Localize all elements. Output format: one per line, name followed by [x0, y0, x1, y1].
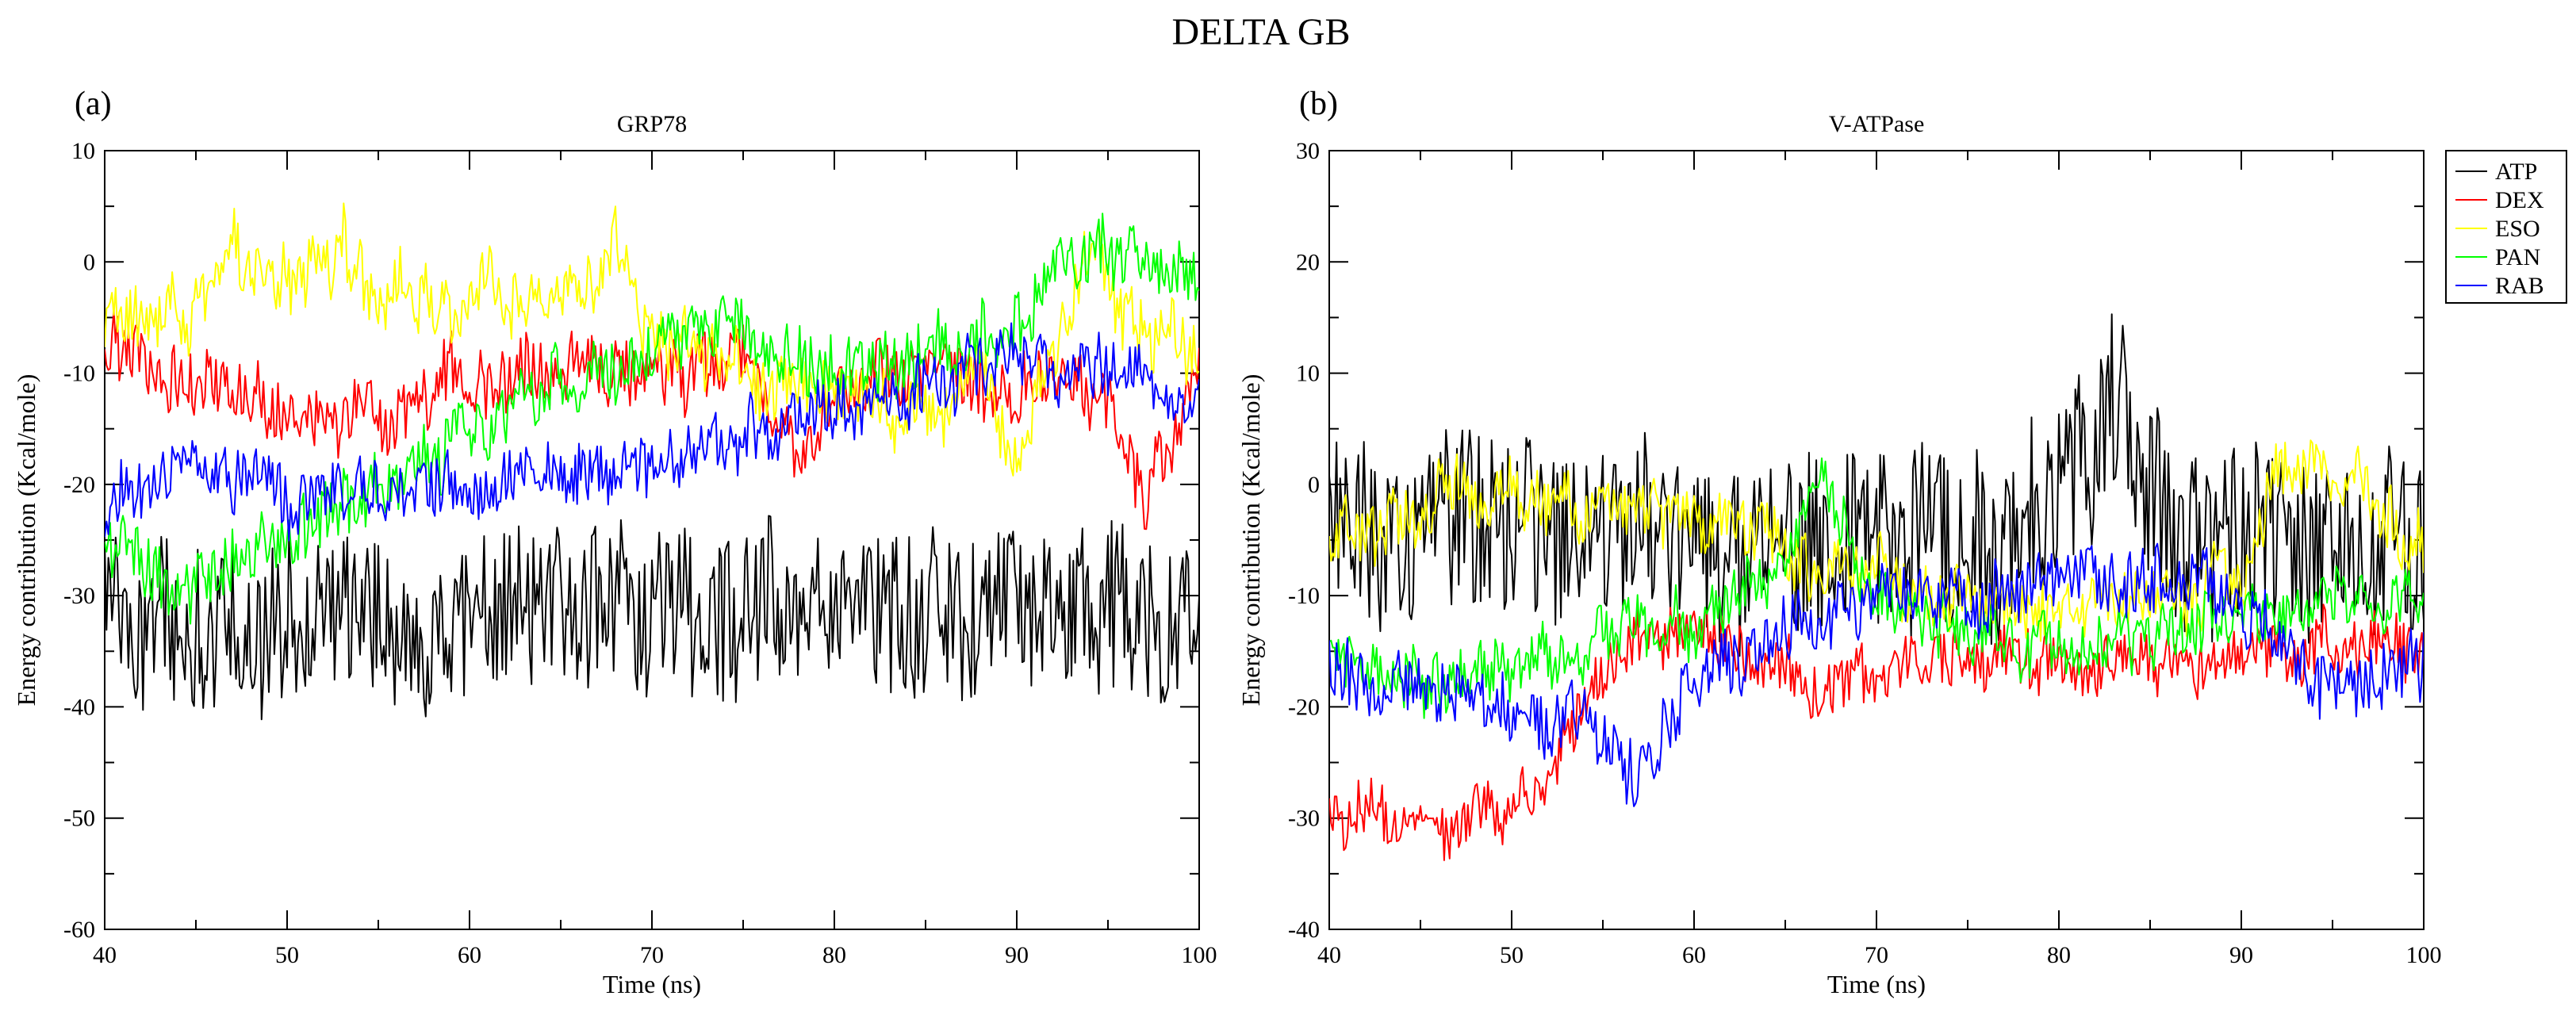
y-axis-label: Energy contribution (Kcal/mole): [12, 374, 40, 707]
x-tick-label: 100: [2406, 942, 2442, 968]
y-tick-label: 10: [71, 138, 95, 164]
y-tick-label: -40: [1288, 917, 1320, 943]
y-tick-label: -20: [1288, 694, 1320, 720]
x-axis-label: Time (ns): [1827, 970, 1926, 998]
series-group: [105, 202, 1199, 721]
x-tick-label: 40: [93, 942, 117, 968]
y-tick-label: -10: [63, 361, 95, 387]
y-tick-label: -20: [63, 472, 95, 498]
x-tick-label: 80: [822, 942, 846, 968]
x-tick-label: 60: [458, 942, 481, 968]
x-tick-label: 50: [1500, 942, 1524, 968]
y-tick-label: -30: [1288, 806, 1320, 832]
y-tick-label: 0: [83, 249, 95, 275]
panel-label: (b): [1299, 86, 1338, 122]
y-tick-label: -30: [63, 583, 95, 609]
series-line-eso: [105, 202, 1199, 477]
series-line-pan: [105, 213, 1199, 625]
panel-label: (a): [75, 86, 112, 122]
y-tick-label: -60: [63, 917, 95, 943]
x-tick-label: 70: [640, 942, 664, 968]
y-tick-label: 0: [1308, 472, 1320, 498]
x-tick-label: 90: [2229, 942, 2253, 968]
series-line-rab: [105, 322, 1199, 542]
panel-a: 40 50 60 70 80 90 100 -60 -50 -40 -30 -20 -10 0 10 GRP7…: [12, 86, 1217, 998]
x-tick-label: 70: [1865, 942, 1888, 968]
legend-label: DEX: [2495, 187, 2544, 213]
figure-title: DELTA GB: [1171, 11, 1350, 53]
y-tick-label: 30: [1296, 138, 1320, 164]
legend-label: ESO: [2495, 216, 2540, 242]
series-group: [1329, 313, 2424, 861]
legend-label: ATP: [2495, 159, 2537, 185]
y-tick-label: -10: [1288, 583, 1320, 609]
series-line-dex: [1329, 603, 2424, 861]
y-tick-label: 20: [1296, 249, 1320, 275]
x-axis-label: Time (ns): [603, 970, 701, 998]
legend-label: PAN: [2495, 244, 2540, 270]
x-tick-label: 90: [1005, 942, 1029, 968]
y-tick-label: 10: [1296, 361, 1320, 387]
x-tick-label: 100: [1182, 942, 1217, 968]
series-line-atp: [105, 515, 1199, 721]
series-line-pan: [1329, 457, 2424, 719]
x-tick-label: 60: [1682, 942, 1706, 968]
panel-b: 40 50 60 70 80 90 100 -40 -30 -20 -10 0 10 20 30 V-ATPa…: [1236, 86, 2442, 998]
y-axis-label: Energy contribution (Kcal/mole): [1236, 374, 1265, 707]
y-tick-label: -50: [63, 806, 95, 832]
x-tick-label: 40: [1317, 942, 1341, 968]
x-tick-label: 50: [275, 942, 299, 968]
panel-title: V-ATPase: [1829, 111, 1925, 137]
x-tick-label: 80: [2047, 942, 2071, 968]
legend-box: [2445, 150, 2567, 304]
series-line-rab: [1329, 542, 2424, 807]
y-tick-label: -40: [63, 694, 95, 720]
series-line-dex: [105, 309, 1199, 530]
legend-label: RAB: [2495, 273, 2544, 299]
panel-title: GRP78: [617, 111, 687, 137]
